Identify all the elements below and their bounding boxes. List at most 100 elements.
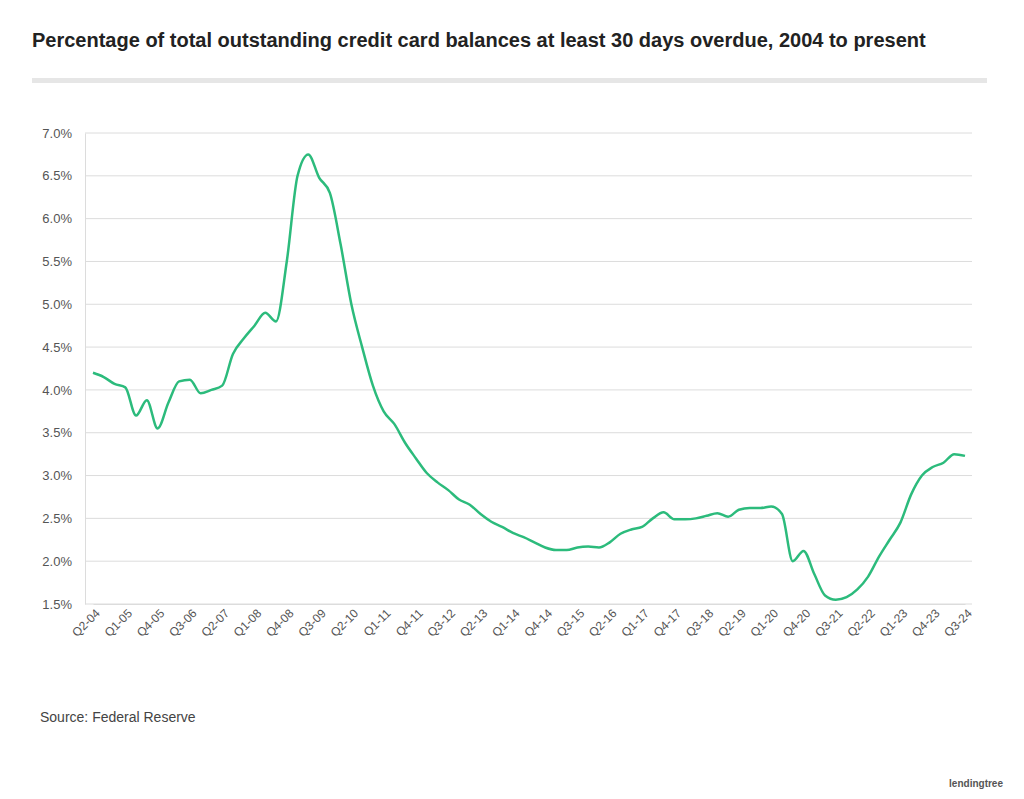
grid-line xyxy=(85,175,972,176)
x-tick-label: Q2-22 xyxy=(844,606,878,640)
x-tick-label: Q2-04 xyxy=(69,606,103,640)
x-tick: Q1-14 xyxy=(489,604,523,640)
y-tick-label: 4.5% xyxy=(42,340,72,355)
y-tick: 1.5% xyxy=(42,597,85,612)
x-tick: Q4-20 xyxy=(780,604,814,640)
grid xyxy=(85,133,972,604)
x-tick: Q2-04 xyxy=(69,604,103,640)
x-tick: Q3-24 xyxy=(941,604,975,640)
line xyxy=(93,154,965,599)
x-tick: Q1-08 xyxy=(231,604,265,640)
x-tick: Q4-14 xyxy=(521,604,555,640)
x-tick-label: Q4-17 xyxy=(651,606,685,640)
y-tick: 7.0% xyxy=(42,126,85,141)
x-tick: Q2-13 xyxy=(457,604,491,640)
x-tick: Q3-15 xyxy=(554,604,588,640)
x-tick: Q4-08 xyxy=(263,604,297,640)
x-tick-label: Q1-05 xyxy=(102,606,136,640)
x-tick: Q2-19 xyxy=(715,604,749,640)
grid-line xyxy=(85,389,972,390)
x-axis-line xyxy=(94,604,966,605)
grid-line xyxy=(85,347,972,348)
x-tick: Q3-09 xyxy=(295,604,329,640)
x-tick: Q4-17 xyxy=(651,604,685,640)
y-tick: 4.5% xyxy=(42,340,85,355)
x-tick-label: Q4-11 xyxy=(393,606,426,639)
x-tick-label: Q3-12 xyxy=(425,606,459,640)
x-tick-label: Q3-18 xyxy=(683,606,717,640)
x-tick-label: Q1-17 xyxy=(618,606,652,640)
y-tick: 5.0% xyxy=(42,297,85,312)
x-tick: Q1-23 xyxy=(877,604,911,640)
x-tick-label: Q1-20 xyxy=(748,606,782,640)
y-tick: 5.5% xyxy=(42,254,85,269)
grid-line xyxy=(85,304,972,305)
y-tick-label: 2.5% xyxy=(42,511,72,526)
grid-line xyxy=(85,561,972,562)
x-tick: Q3-12 xyxy=(425,604,459,640)
x-tick-label: Q1-14 xyxy=(489,606,523,640)
x-tick: Q2-22 xyxy=(844,604,878,640)
y-tick-label: 7.0% xyxy=(42,126,72,141)
x-tick: Q4-05 xyxy=(134,604,168,640)
y-tick-label: 6.5% xyxy=(42,168,72,183)
y-tick-label: 1.5% xyxy=(42,597,72,612)
x-tick: Q4-11 xyxy=(393,604,426,639)
x-tick: Q3-18 xyxy=(683,604,717,640)
x-tick: Q4-23 xyxy=(909,604,943,640)
x-tick-label: Q3-24 xyxy=(941,606,975,640)
source: Source: Federal Reserve xyxy=(40,709,196,725)
x-tick-label: Q3-15 xyxy=(554,606,588,640)
x-tick-label: Q1-08 xyxy=(231,606,265,640)
y-tick: 6.0% xyxy=(42,211,85,226)
x-tick-label: Q2-16 xyxy=(586,606,620,640)
title: Percentage of total outstanding credit c… xyxy=(32,29,926,51)
x-tick: Q2-10 xyxy=(328,604,362,640)
x-tick-label: Q2-10 xyxy=(328,606,362,640)
x-tick: Q2-16 xyxy=(586,604,620,640)
y-tick-label: 4.0% xyxy=(42,383,72,398)
y-tick-label: 5.0% xyxy=(42,297,72,312)
y-tick: 2.0% xyxy=(42,554,85,569)
x-tick: Q3-06 xyxy=(166,604,200,640)
grid-line xyxy=(85,518,972,519)
y-tick: 6.5% xyxy=(42,168,85,183)
grid-line xyxy=(85,475,972,476)
x-tick-label: Q1-23 xyxy=(877,606,911,640)
y-tick-label: 3.5% xyxy=(42,425,72,440)
x-tick-label: Q2-07 xyxy=(199,606,233,640)
x-tick-label: Q1-11 xyxy=(361,606,394,639)
y-tick-label: 5.5% xyxy=(42,254,72,269)
grid-line xyxy=(85,604,972,605)
y-tick-label: 2.0% xyxy=(42,554,72,569)
x-tick-label: Q2-13 xyxy=(457,606,491,640)
x-axis: Q2-04Q1-05Q4-05Q3-06Q2-07Q1-08Q4-08Q3-09… xyxy=(69,604,975,640)
chart: Percentage of total outstanding credit c… xyxy=(0,0,1024,799)
x-tick-label: Q3-09 xyxy=(295,606,329,640)
x-tick-label: Q2-19 xyxy=(715,606,749,640)
x-tick: Q1-17 xyxy=(618,604,652,640)
y-axis-line xyxy=(85,134,86,605)
y-axis: 1.5% 2.0% 2.5% 3.0% 3.5% 4.0% 4.5% 5.0% 5.5% 6.0%… xyxy=(42,126,85,612)
grid-line xyxy=(85,218,972,219)
y-tick-label: 3.0% xyxy=(42,468,72,483)
brand: lendingtree xyxy=(949,778,1003,789)
plot-area xyxy=(93,154,965,599)
x-tick-label: Q3-21 xyxy=(812,606,846,640)
x-tick-label: Q4-05 xyxy=(134,606,168,640)
x-tick-label: Q4-14 xyxy=(521,606,555,640)
x-tick: Q1-05 xyxy=(102,604,136,640)
y-tick: 3.5% xyxy=(42,425,85,440)
x-tick-label: Q4-08 xyxy=(263,606,297,640)
y-tick: 4.0% xyxy=(42,383,85,398)
x-tick-label: Q4-20 xyxy=(780,606,814,640)
y-tick-label: 6.0% xyxy=(42,211,72,226)
grid-line xyxy=(85,432,972,433)
x-tick: Q3-21 xyxy=(812,604,846,640)
y-tick: 2.5% xyxy=(42,511,85,526)
x-tick-label: Q3-06 xyxy=(166,606,200,640)
x-tick-label: Q4-23 xyxy=(909,606,943,640)
grid-line xyxy=(85,261,972,262)
y-tick: 3.0% xyxy=(42,468,85,483)
grid-line xyxy=(85,133,972,134)
